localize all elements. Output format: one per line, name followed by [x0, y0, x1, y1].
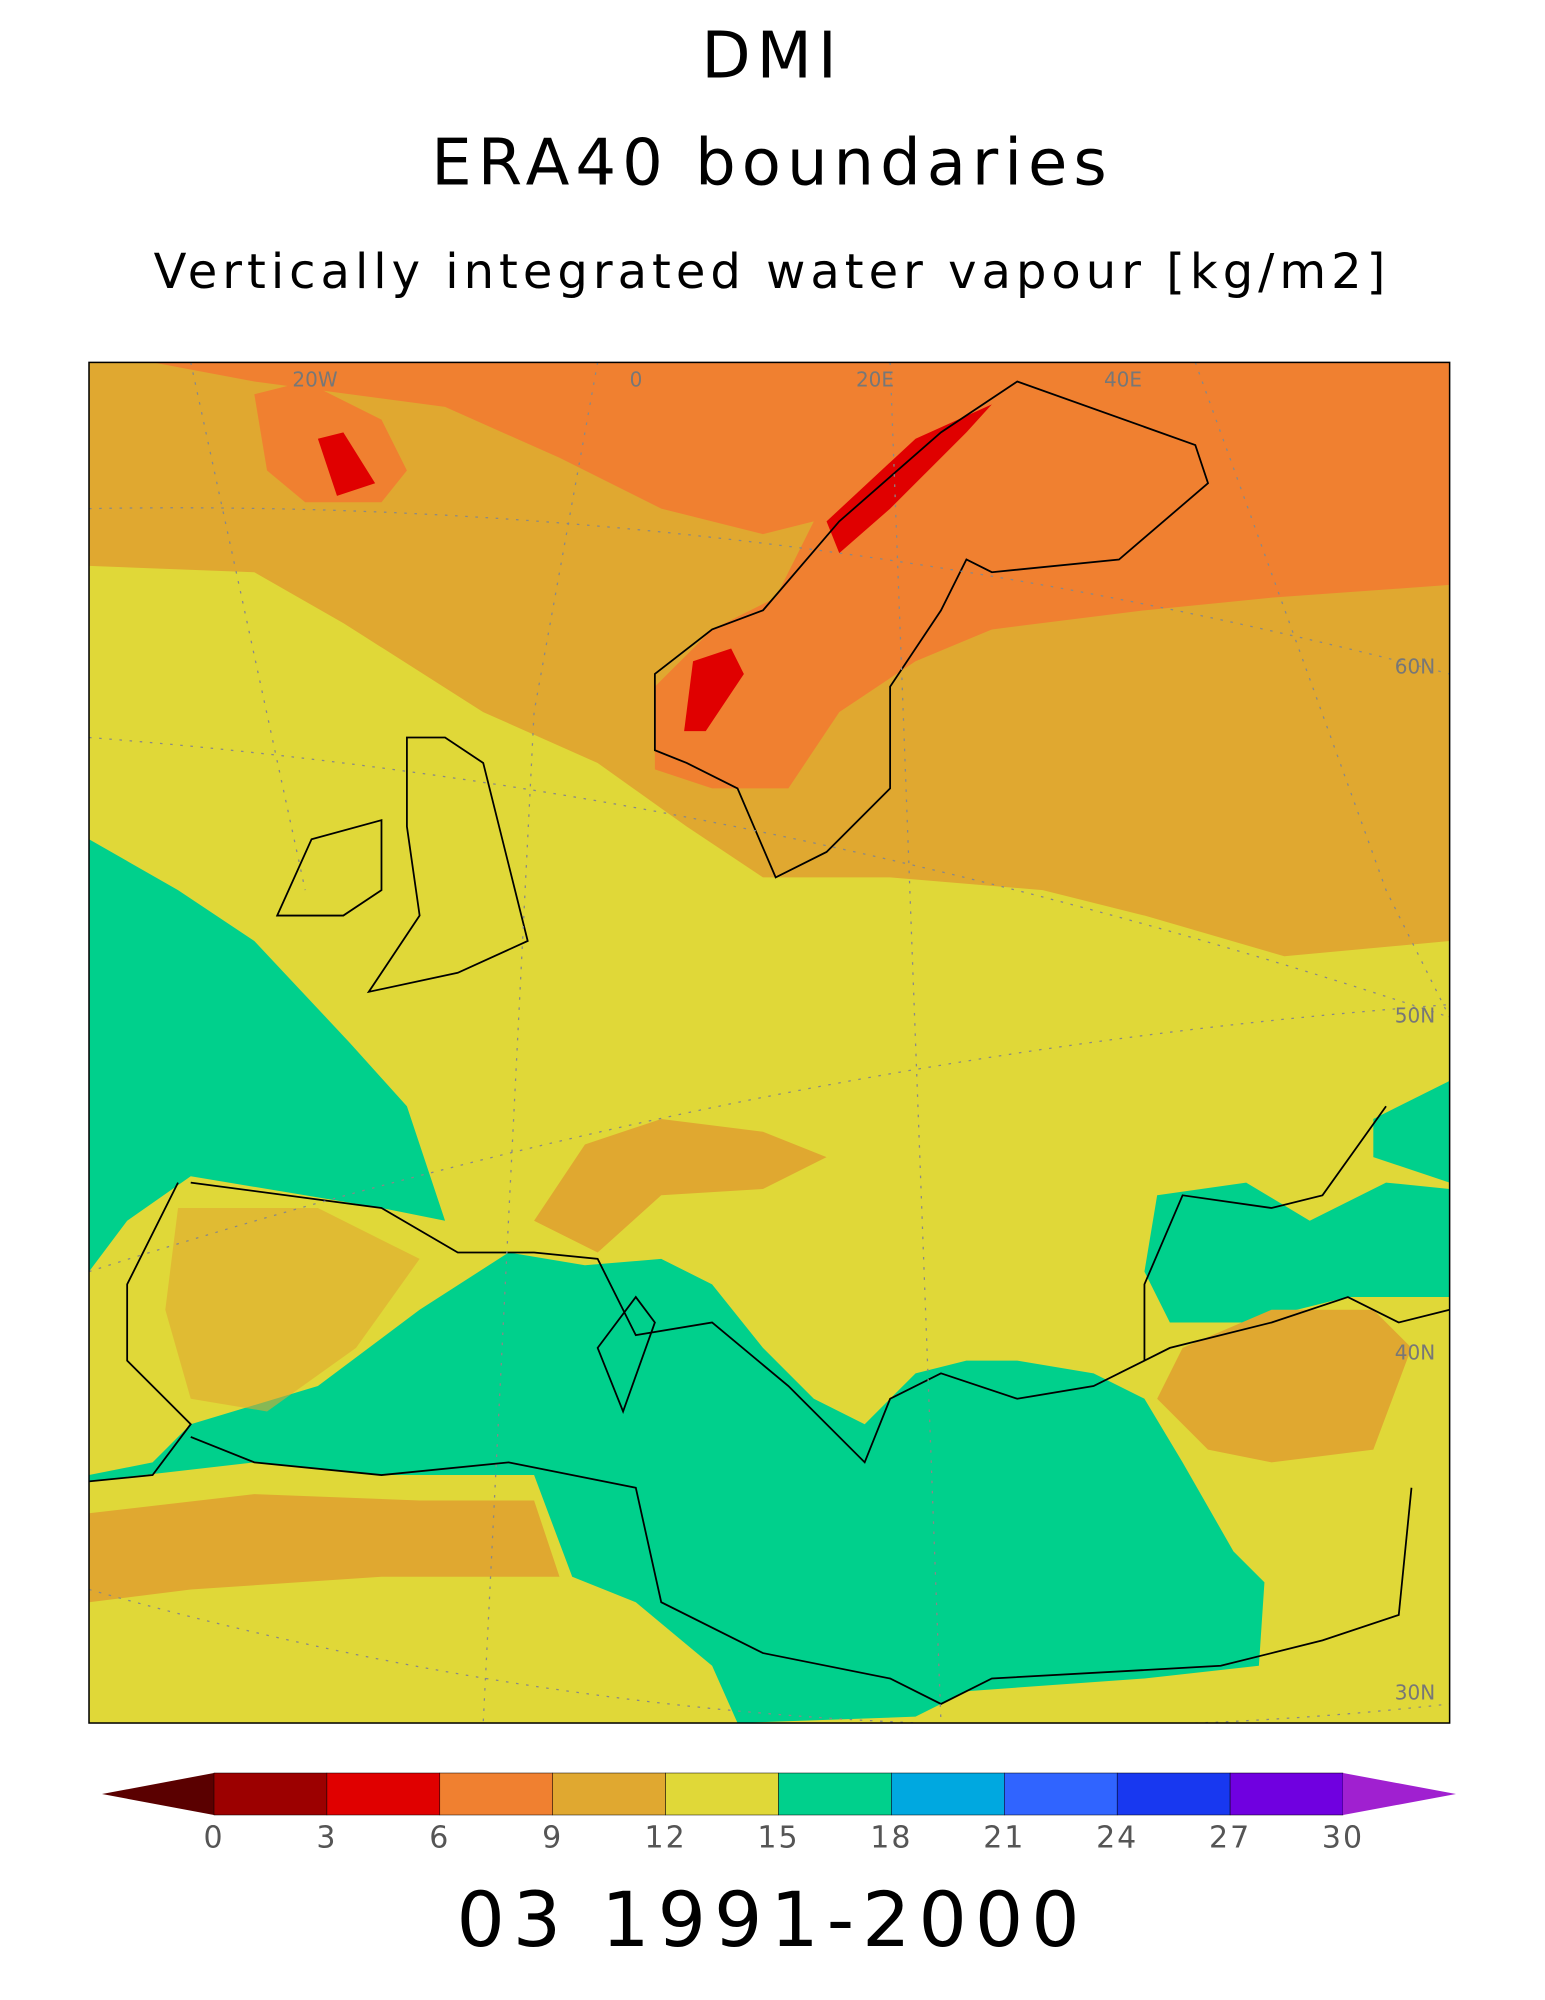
map-frame: [88, 361, 1451, 1724]
field-zone: [165, 1208, 420, 1412]
colorbar-box: [1229, 1772, 1344, 1816]
colorbar-tick-label: 9: [542, 1821, 563, 1856]
field-zone: [1373, 1080, 1450, 1183]
graticule: [89, 362, 1450, 1724]
colorbar-tick-label: 0: [203, 1821, 224, 1856]
colorbar-box: [665, 1772, 779, 1816]
colorbar-tick-label: 15: [757, 1821, 799, 1856]
colorbar-extend: [102, 1773, 214, 1815]
graticule-label: 40E: [1104, 368, 1142, 392]
colorbar-box: [439, 1772, 553, 1816]
title: DMI: [701, 20, 842, 94]
graticule-label: 60N: [1395, 655, 1435, 679]
graticule-label: 20W: [292, 368, 337, 392]
colorbar-tick-label: 24: [1096, 1821, 1138, 1856]
graticule-label: 0: [630, 368, 643, 392]
colorbar-tick-label: 12: [645, 1821, 687, 1856]
colorbar-box: [326, 1772, 441, 1816]
field-zone: [89, 362, 1450, 789]
field-zone: [1157, 1309, 1412, 1463]
period: 03 1991-2000: [456, 1875, 1087, 1964]
coastline: [89, 380, 1450, 1705]
subtitle: ERA40 boundaries: [431, 127, 1112, 201]
field-zone: [89, 839, 446, 1272]
graticule-label: 20E: [856, 368, 894, 392]
map: [88, 361, 1451, 1724]
graticule-label: 40N: [1395, 1341, 1435, 1365]
field-zone: [534, 1119, 827, 1253]
colorbar-tick-label: 21: [983, 1821, 1025, 1856]
colorbar-box: [552, 1772, 666, 1816]
colorbar-tick-label: 3: [316, 1821, 337, 1856]
colorbar-tick-label: 30: [1322, 1821, 1364, 1856]
colorbar-extend: [1343, 1773, 1456, 1815]
field-zone: [684, 648, 744, 732]
graticule-label: 50N: [1395, 1004, 1435, 1028]
field-zone: [1144, 1182, 1450, 1323]
colorbar-box: [1004, 1772, 1118, 1816]
field-zone: [89, 1252, 1272, 1724]
colorbar: 0 3 6 9 12 15 18 21 24 27 30: [102, 1772, 1456, 1856]
colorbar-box: [778, 1772, 892, 1816]
variable-title: Vertically integrated water vapour [kg/m…: [154, 244, 1391, 300]
field-zone: [1258, 1449, 1450, 1704]
colorbar-box: [891, 1772, 1005, 1816]
field-zone: [317, 432, 376, 496]
map-field: [89, 362, 1450, 1724]
colorbar-box: [1116, 1772, 1231, 1816]
colorbar-box: [213, 1772, 328, 1816]
graticule-label: 30N: [1395, 1681, 1435, 1705]
colorbar-tick-label: 6: [429, 1821, 450, 1856]
field-zone: [89, 1494, 560, 1603]
colorbar-tick-label: 18: [870, 1821, 912, 1856]
colorbar-tick-label: 27: [1209, 1821, 1251, 1856]
map-labels: 20W 0 20E 40E 60N 50N 40N 30N: [292, 368, 1435, 1705]
field-zone: [826, 404, 992, 554]
